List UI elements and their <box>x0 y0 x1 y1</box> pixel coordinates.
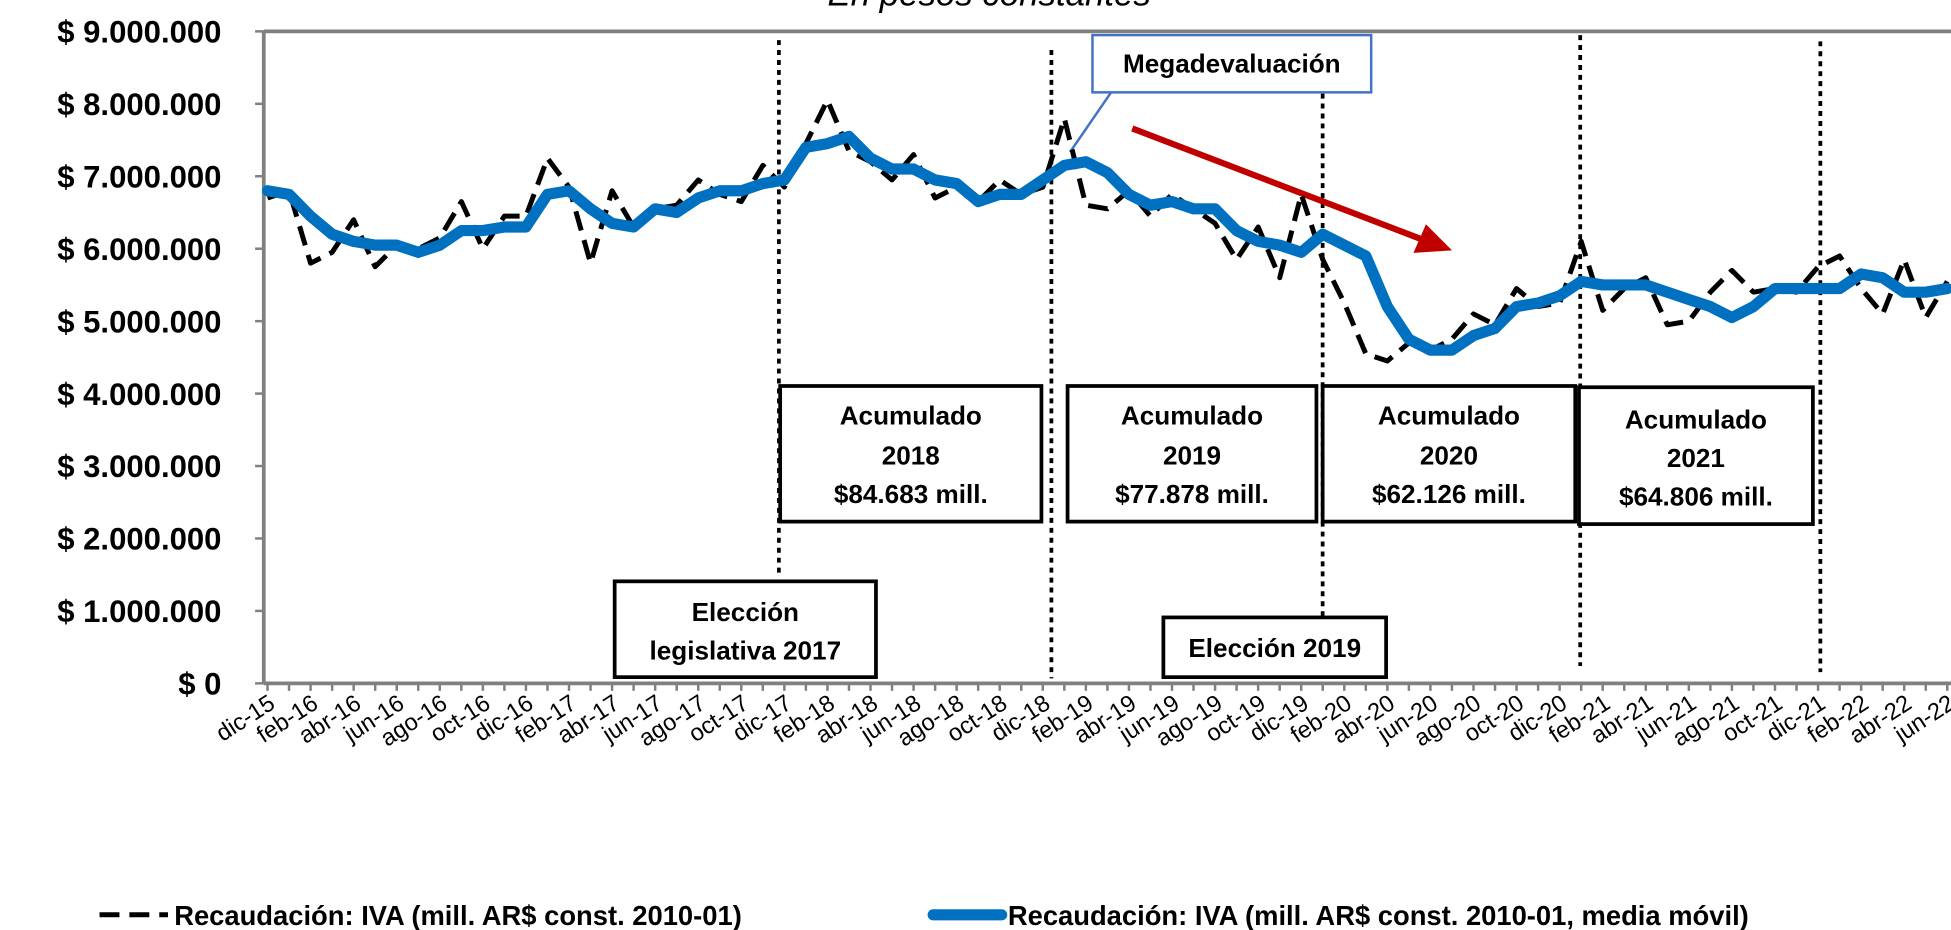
y-tick-label: $ 6.000.000 <box>57 232 221 267</box>
y-tick-label: $ 9.000.000 <box>57 15 221 50</box>
annotation-text: Elección <box>692 597 799 627</box>
trend-arrow <box>1131 125 1426 244</box>
annotation-text: legislativa 2017 <box>650 636 842 666</box>
chart-title: En pesos constantes <box>828 0 1151 13</box>
legend-label: Recaudación: IVA (mill. AR$ const. 2010-… <box>1008 900 1749 930</box>
annotation-text: 2018 <box>882 440 940 470</box>
y-tick-label: $ 4.000.000 <box>57 377 221 412</box>
y-tick-label: $ 2.000.000 <box>57 522 221 557</box>
annotation-text: Megadevaluación <box>1123 48 1341 78</box>
event-lines <box>777 35 1823 679</box>
annotation-text: Elección 2019 <box>1188 633 1361 663</box>
annotation-text: 2020 <box>1420 440 1478 470</box>
annotation-text: 2021 <box>1667 443 1725 473</box>
trend-arrowhead <box>1413 224 1453 253</box>
annotation-text: Acumulado <box>1625 404 1767 434</box>
annotation-text: 2019 <box>1163 440 1221 470</box>
legend-label: Recaudación: IVA (mill. AR$ const. 2010-… <box>174 900 742 930</box>
annotation-box <box>1161 615 1388 680</box>
annotation-text: Acumulado <box>1378 401 1520 431</box>
series-line <box>266 97 1950 364</box>
y-tick-label: $ 1.000.000 <box>57 594 221 629</box>
annotation-text: $77.878 mill. <box>1115 479 1269 509</box>
y-tick-label: $ 5.000.000 <box>57 304 221 339</box>
y-tick-label: $ 8.000.000 <box>57 87 221 122</box>
annotation-box <box>778 384 1044 524</box>
y-tick-label: $ 0 <box>178 667 221 702</box>
annotation-box <box>1065 384 1319 524</box>
series-line <box>261 130 1951 356</box>
y-tick-label: $ 7.000.000 <box>57 159 221 194</box>
annotation-text: $62.126 mill. <box>1372 479 1526 509</box>
annotation-text: Acumulado <box>840 401 982 431</box>
callout-line <box>1069 91 1113 153</box>
y-tick-label: $ 3.000.000 <box>57 449 221 484</box>
annotation-box <box>1320 384 1578 524</box>
annotation-text: $64.806 mill. <box>1619 481 1773 511</box>
annotation-box <box>1091 33 1373 94</box>
annotation-text: $84.683 mill. <box>834 479 988 509</box>
annotation-box <box>1577 385 1815 526</box>
annotation-box <box>612 579 878 680</box>
annotation-text: Acumulado <box>1121 401 1263 431</box>
